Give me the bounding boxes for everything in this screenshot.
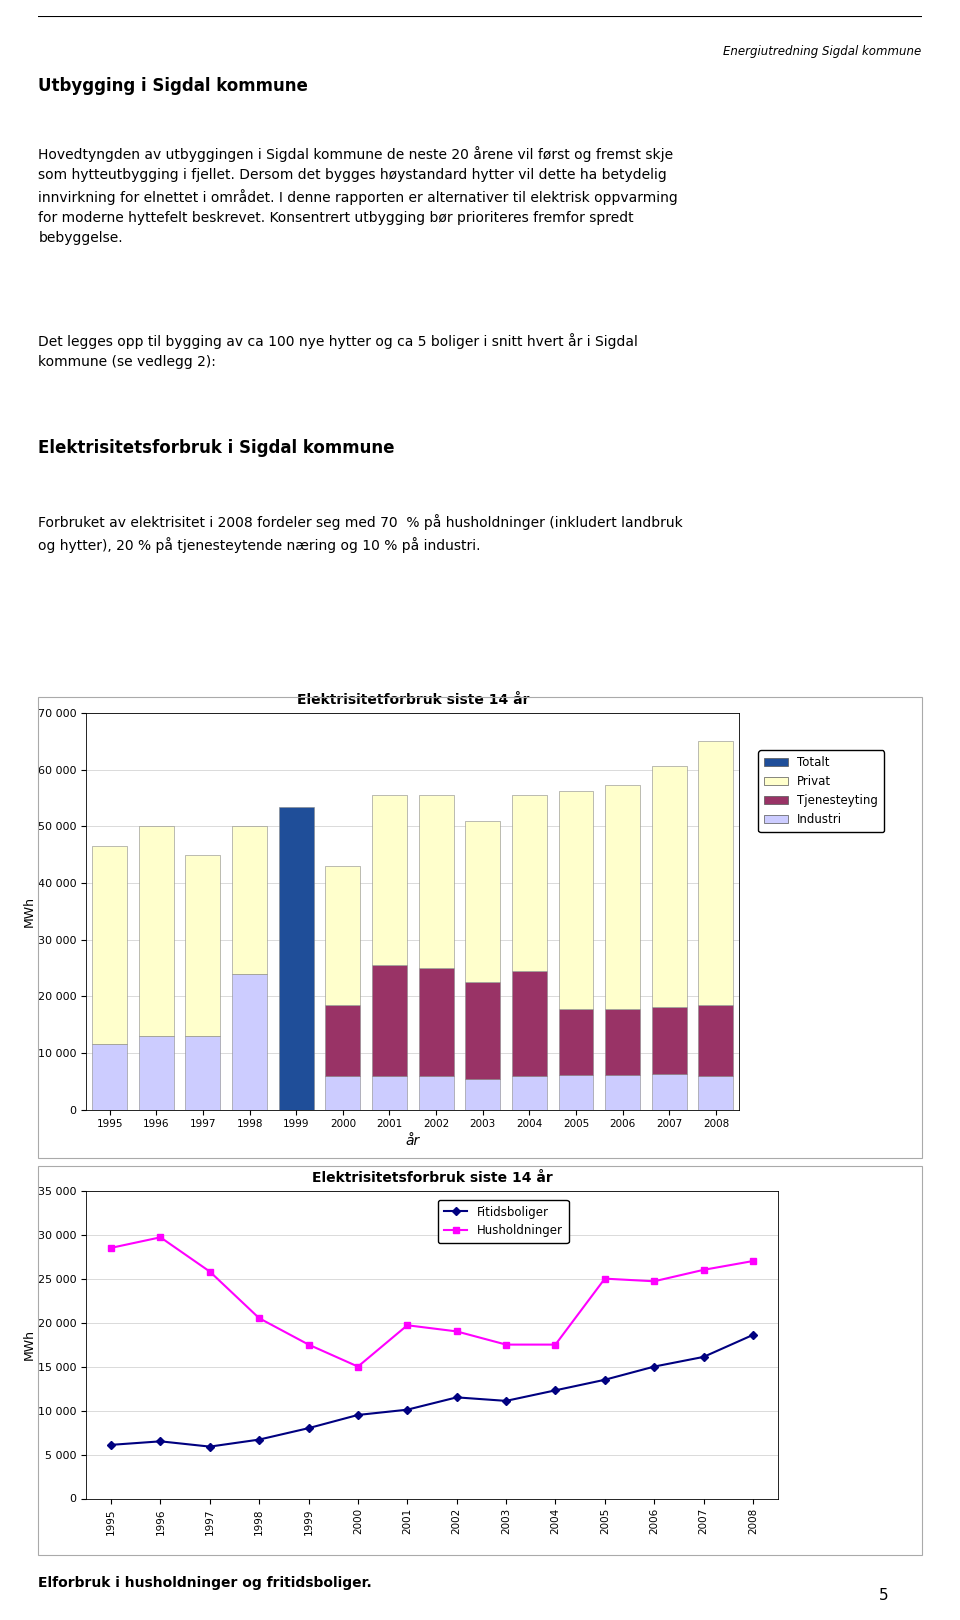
Title: Elektrisitetsforbruk siste 14 år: Elektrisitetsforbruk siste 14 år — [312, 1171, 552, 1186]
Bar — [139, 826, 174, 1037]
Bar — [372, 1076, 407, 1110]
Bar — [92, 1045, 127, 1110]
Fitidsboliger — [401, 1400, 413, 1419]
Bar — [698, 1004, 733, 1076]
Title: Elektrisitetforbruk siste 14 år: Elektrisitetforbruk siste 14 år — [297, 693, 529, 708]
Husholdninger — [747, 1251, 758, 1270]
Bar — [419, 795, 454, 969]
Legend: Fitidsboliger, Husholdninger: Fitidsboliger, Husholdninger — [438, 1200, 568, 1244]
Husholdninger — [550, 1335, 562, 1354]
Text: Det legges opp til bygging av ca 100 nye hytter og ca 5 boliger i snitt hvert år: Det legges opp til bygging av ca 100 nye… — [38, 334, 638, 369]
Husholdninger — [204, 1262, 216, 1281]
Fitidsboliger — [352, 1405, 364, 1424]
Line: Husholdninger: Husholdninger — [108, 1234, 756, 1371]
Bar — [512, 970, 547, 1076]
Fitidsboliger — [648, 1358, 660, 1377]
Bar — [466, 982, 500, 1079]
Bar — [232, 974, 267, 1110]
Bar — [139, 1037, 174, 1110]
Bar — [605, 1009, 640, 1074]
Husholdninger — [500, 1335, 512, 1354]
Husholdninger — [401, 1315, 413, 1335]
Text: Forbruket av elektrisitet i 2008 fordeler seg med 70  % på husholdninger (inklud: Forbruket av elektrisitet i 2008 fordele… — [38, 514, 684, 552]
Bar — [652, 1074, 686, 1110]
Bar — [605, 786, 640, 1009]
Bar — [185, 855, 221, 1037]
Bar — [278, 807, 314, 1110]
Bar — [232, 826, 267, 974]
Fitidsboliger — [698, 1348, 709, 1367]
Fitidsboliger — [106, 1435, 117, 1455]
X-axis label: år: år — [406, 1134, 420, 1147]
Bar — [512, 795, 547, 970]
Fitidsboliger — [550, 1380, 562, 1400]
Fitidsboliger — [500, 1392, 512, 1411]
Bar — [419, 967, 454, 1076]
Husholdninger — [352, 1358, 364, 1377]
Bar — [372, 795, 407, 966]
Fitidsboliger — [204, 1437, 216, 1456]
Bar — [698, 740, 733, 1004]
Husholdninger — [451, 1322, 463, 1341]
Bar — [325, 865, 360, 1004]
Husholdninger — [599, 1268, 611, 1288]
Bar — [605, 1074, 640, 1110]
Bar — [466, 1079, 500, 1110]
Text: Energiutredning Sigdal kommune: Energiutredning Sigdal kommune — [723, 45, 922, 58]
Y-axis label: MWh: MWh — [22, 1328, 36, 1361]
Fitidsboliger — [155, 1432, 166, 1452]
Bar — [92, 846, 127, 1045]
Text: Elektrisitetsforbruk i Sigdal kommune: Elektrisitetsforbruk i Sigdal kommune — [38, 439, 395, 457]
Text: Elforbruk i husholdninger og fritidsboliger.: Elforbruk i husholdninger og fritidsboli… — [38, 1576, 372, 1589]
Bar — [512, 1076, 547, 1110]
Bar — [652, 766, 686, 1008]
Bar — [325, 1004, 360, 1076]
Bar — [559, 1009, 593, 1074]
Line: Fitidsboliger: Fitidsboliger — [108, 1332, 756, 1450]
Bar — [698, 1076, 733, 1110]
Text: Hovedtyngden av utbyggingen i Sigdal kommune de neste 20 årene vil først og frem: Hovedtyngden av utbyggingen i Sigdal kom… — [38, 146, 678, 245]
Fitidsboliger — [599, 1371, 611, 1390]
Fitidsboliger — [253, 1430, 265, 1450]
Bar — [559, 791, 593, 1009]
Bar — [325, 1076, 360, 1110]
Bar — [372, 966, 407, 1076]
Husholdninger — [155, 1228, 166, 1247]
Husholdninger — [302, 1335, 314, 1354]
Fitidsboliger — [747, 1325, 758, 1345]
Y-axis label: MWh: MWh — [22, 896, 36, 927]
Husholdninger — [698, 1260, 709, 1280]
Bar — [185, 1037, 221, 1110]
Husholdninger — [648, 1272, 660, 1291]
Husholdninger — [106, 1238, 117, 1257]
Fitidsboliger — [451, 1388, 463, 1408]
Text: 5: 5 — [878, 1588, 888, 1604]
Bar — [466, 820, 500, 982]
Bar — [652, 1008, 686, 1074]
Fitidsboliger — [302, 1419, 314, 1439]
Legend: Totalt, Privat, Tjenesteyting, Industri: Totalt, Privat, Tjenesteyting, Industri — [758, 750, 884, 833]
Bar — [419, 1076, 454, 1110]
Bar — [559, 1074, 593, 1110]
Text: Utbygging i Sigdal kommune: Utbygging i Sigdal kommune — [38, 78, 308, 96]
Husholdninger — [253, 1309, 265, 1328]
